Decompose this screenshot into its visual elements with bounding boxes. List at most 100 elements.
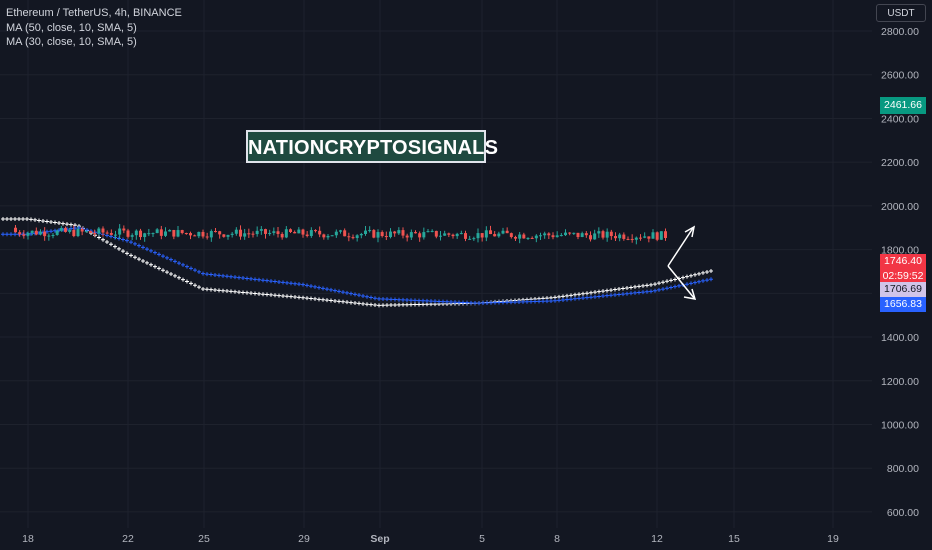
ma-point [173, 273, 177, 278]
ma-point [365, 302, 369, 307]
ma-point [417, 302, 421, 307]
ma-point [217, 273, 221, 278]
ma-point [269, 292, 273, 297]
ma-point [657, 287, 661, 292]
ma-point [25, 216, 29, 221]
candle-body [343, 230, 347, 237]
ma-point [369, 302, 373, 307]
ma-point [205, 272, 209, 277]
ma-point [101, 237, 105, 242]
ma-point [609, 293, 613, 298]
ma-point [565, 297, 569, 302]
ma-point [241, 276, 245, 281]
ma-point [321, 297, 325, 302]
ma-point [589, 290, 593, 295]
candle-body [14, 227, 17, 233]
ma-point [437, 299, 441, 304]
ma-point [177, 275, 181, 280]
ma-point [97, 235, 101, 240]
candle-body [455, 233, 459, 237]
candle-body [168, 229, 172, 232]
ma-point [193, 268, 197, 273]
ma-point [53, 228, 57, 233]
ma-point [241, 290, 245, 295]
ma-point [693, 280, 697, 285]
x-tick-label: 18 [22, 533, 34, 545]
candle-body [380, 232, 384, 237]
ma-point [273, 279, 277, 284]
candle-body [659, 231, 663, 240]
candle-body [318, 230, 322, 235]
candle-body [218, 231, 222, 235]
ma-point [313, 284, 317, 289]
ma-point [165, 255, 169, 260]
ma-point [569, 297, 573, 302]
ma-point [365, 294, 369, 299]
candle-body [205, 236, 209, 238]
ma-point [221, 273, 225, 278]
ma-point [609, 288, 613, 293]
candle-body [614, 236, 617, 239]
candle-body [64, 228, 67, 232]
ma-30-price-label: 1656.83 [880, 297, 926, 312]
ma-point [521, 299, 525, 304]
ma-point [637, 290, 641, 295]
candle-body [305, 234, 309, 236]
symbol-title[interactable]: Ethereum / TetherUS, 4h, BINANCE [6, 7, 182, 19]
ma-point [13, 216, 17, 221]
ma-point [529, 299, 533, 304]
currency-selector[interactable]: USDT [876, 4, 926, 22]
ma-point [553, 295, 557, 300]
ma-point [461, 300, 465, 305]
ma-point [689, 273, 693, 278]
candle-body [26, 232, 30, 236]
ma-point [709, 269, 713, 274]
ma-point [641, 283, 645, 288]
ma-point [681, 275, 685, 280]
candle-body [589, 235, 592, 240]
ma-point [9, 232, 13, 237]
ma-point [709, 277, 713, 282]
candle-body [434, 230, 438, 237]
candle-body [559, 235, 563, 237]
ma-point [697, 279, 701, 284]
ma-point [45, 219, 49, 224]
candle-body [643, 236, 647, 238]
ma-point [281, 280, 285, 285]
indicator-ma-30[interactable]: MA (30, close, 10, SMA, 5) [6, 36, 137, 48]
candle-body [164, 231, 167, 236]
ma-point [169, 257, 173, 262]
ma-point [317, 285, 321, 290]
y-tick-label: 1800.00 [881, 245, 919, 257]
candle-body [251, 233, 255, 235]
ma-point [361, 293, 365, 298]
indicator-ma-50[interactable]: MA (50, close, 10, SMA, 5) [6, 21, 137, 34]
ma-point [197, 269, 201, 274]
ma-point [121, 249, 125, 254]
ma-point [145, 260, 149, 265]
ma-point [137, 243, 141, 248]
candle-body [172, 229, 176, 237]
candle-body [605, 231, 609, 238]
ma-point [561, 294, 565, 299]
ma-point [661, 287, 665, 292]
ma-point [633, 284, 637, 289]
ma-point [685, 274, 689, 279]
ma-point [345, 290, 349, 295]
ma-point [297, 295, 301, 300]
legend: Ethereum / TetherUS, 4h, BINANCE MA (50,… [6, 6, 182, 50]
candle-body [130, 235, 134, 237]
candle-body [351, 237, 355, 239]
ma-point [337, 299, 341, 304]
candle-body [505, 230, 509, 234]
candle-body [393, 231, 397, 234]
ma-point [317, 297, 321, 302]
ma-point [629, 285, 633, 290]
ma-point [301, 282, 305, 287]
price-axis[interactable]: 2800.00 2600.00 2400.00 2200.00 2000.00 1800.… [881, 26, 919, 519]
ma-point [313, 296, 317, 301]
candle-body [584, 233, 588, 236]
ma-point [289, 294, 293, 299]
time-axis[interactable]: 18 22 25 29 Sep 5 8 12 15 19 [22, 533, 839, 545]
